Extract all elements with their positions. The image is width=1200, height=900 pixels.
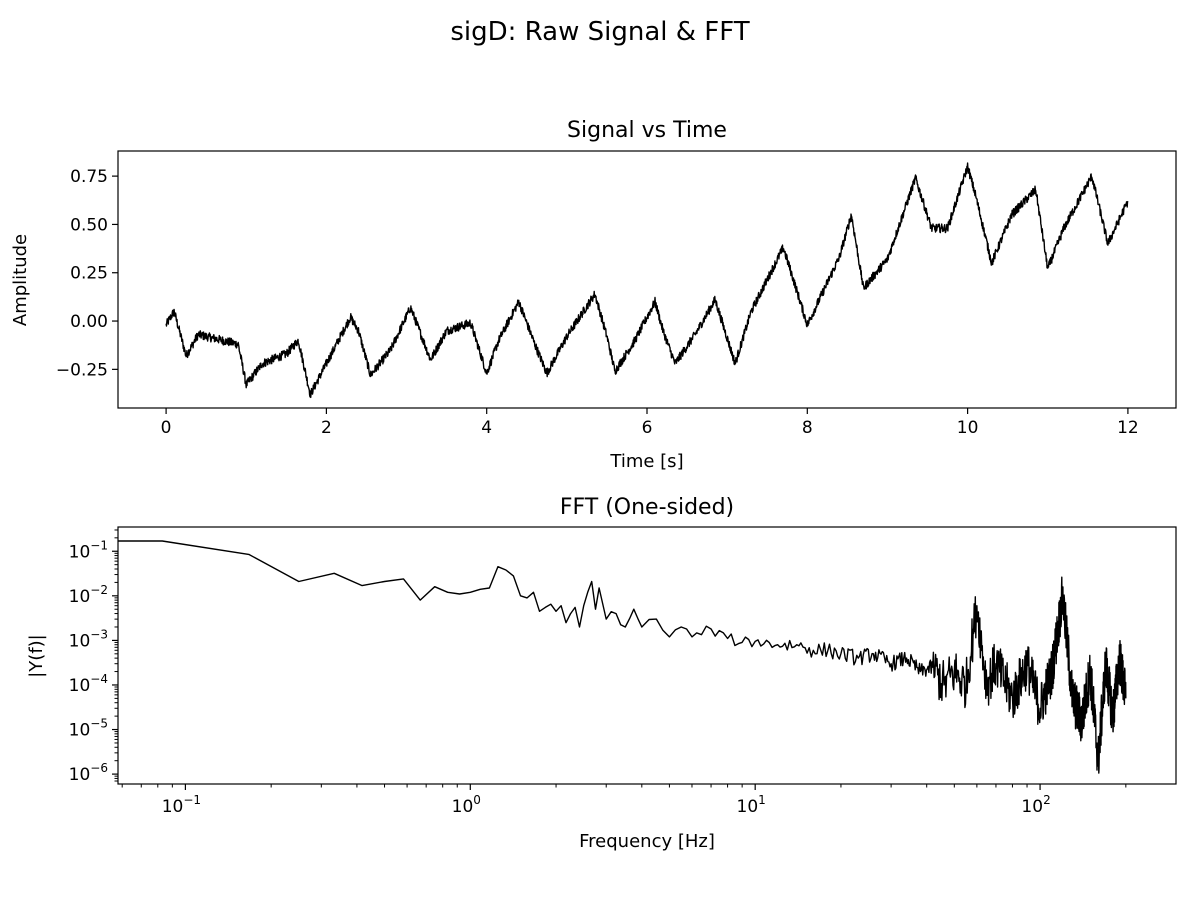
fft-x-tick-base: 10 <box>737 797 759 817</box>
fft-x-tick-exponent: −1 <box>183 793 201 807</box>
signal-y-axis-label: Amplitude <box>10 234 31 326</box>
fft-x-tick-label: 10−1 <box>162 793 201 817</box>
signal-x-tick-label: 6 <box>642 418 653 438</box>
fft-y-tick-label: 10−4 <box>69 672 108 696</box>
fft-y-tick-base: 10 <box>69 676 91 696</box>
signal-y-tick-label: 0.00 <box>70 312 108 332</box>
fft-y-tick-base: 10 <box>69 721 91 741</box>
signal-x-tick-label: 4 <box>481 418 492 438</box>
figure-title: sigD: Raw Signal & FFT <box>450 17 749 47</box>
fft-y-tick-exponent: −1 <box>90 538 108 552</box>
signal-x-tick-label: 0 <box>161 418 172 438</box>
fft-y-tick-base: 10 <box>69 765 91 785</box>
fft-y-tick-label: 10−5 <box>69 717 108 741</box>
fft-y-tick-base: 10 <box>69 542 91 562</box>
fft-y-tick-label: 10−1 <box>69 538 108 562</box>
fft-x-tick-base: 10 <box>162 797 184 817</box>
fft-x-tick-exponent: 1 <box>758 793 766 807</box>
fft-y-axis-label: |Y(f)| <box>26 634 47 678</box>
fft-series-line <box>118 540 1127 774</box>
fft-x-tick-base: 10 <box>1021 797 1043 817</box>
fft-x-tick-exponent: 2 <box>1043 793 1051 807</box>
signal-y-tick-label: 0.50 <box>70 215 108 235</box>
fft-x-tick-label: 100 <box>452 793 481 817</box>
signal-x-tick-label: 2 <box>321 418 332 438</box>
signal-title: Signal vs Time <box>567 118 727 143</box>
fft-x-tick-exponent: 0 <box>473 793 481 807</box>
signal-y-tick-label: −0.25 <box>56 360 108 380</box>
signal-axes-frame <box>117 150 1177 409</box>
fft-x-tick-label: 102 <box>1021 793 1050 817</box>
fft-y-tick-exponent: −2 <box>90 583 108 597</box>
fft-title: FFT (One-sided) <box>560 495 734 520</box>
fft-y-tick-exponent: −5 <box>90 717 108 731</box>
signal-y-tick-label: 0.25 <box>70 264 108 284</box>
fft-x-axis-label: Frequency [Hz] <box>579 831 715 852</box>
fft-y-tick-exponent: −4 <box>90 672 108 686</box>
fft-panel: FFT (One-sided) 10−1 100 101 10210−610−510−… <box>26 495 1177 852</box>
fft-y-tick-base: 10 <box>69 631 91 651</box>
signal-x-tick-label: 12 <box>1117 418 1139 438</box>
fft-y-tick-exponent: −3 <box>90 627 108 641</box>
signal-y-tick-label: 0.75 <box>70 167 108 187</box>
signal-x-axis-label: Time [s] <box>609 451 683 472</box>
fft-y-tick-label: 10−3 <box>69 627 108 651</box>
fft-y-tick-label: 10−2 <box>69 583 108 607</box>
fft-x-tick-base: 10 <box>452 797 474 817</box>
fft-y-tick-exponent: −6 <box>90 761 108 775</box>
fft-y-tick-label: 10−6 <box>69 761 108 785</box>
signal-ticks: 0 2 4 6 8 10 12 −0.25 0.00 0.25 0.50 0.75 <box>56 167 1139 438</box>
signal-x-tick-label: 10 <box>957 418 979 438</box>
signal-x-tick-label: 8 <box>802 418 813 438</box>
signal-panel: Signal vs Time 0 2 4 6 8 10 12 −0.25 0.00 0.25 0.5… <box>10 118 1177 472</box>
fft-y-tick-base: 10 <box>69 587 91 607</box>
fft-x-tick-label: 101 <box>737 793 766 817</box>
signal-series-line <box>165 162 1129 399</box>
fft-axes-frame <box>117 526 1177 785</box>
